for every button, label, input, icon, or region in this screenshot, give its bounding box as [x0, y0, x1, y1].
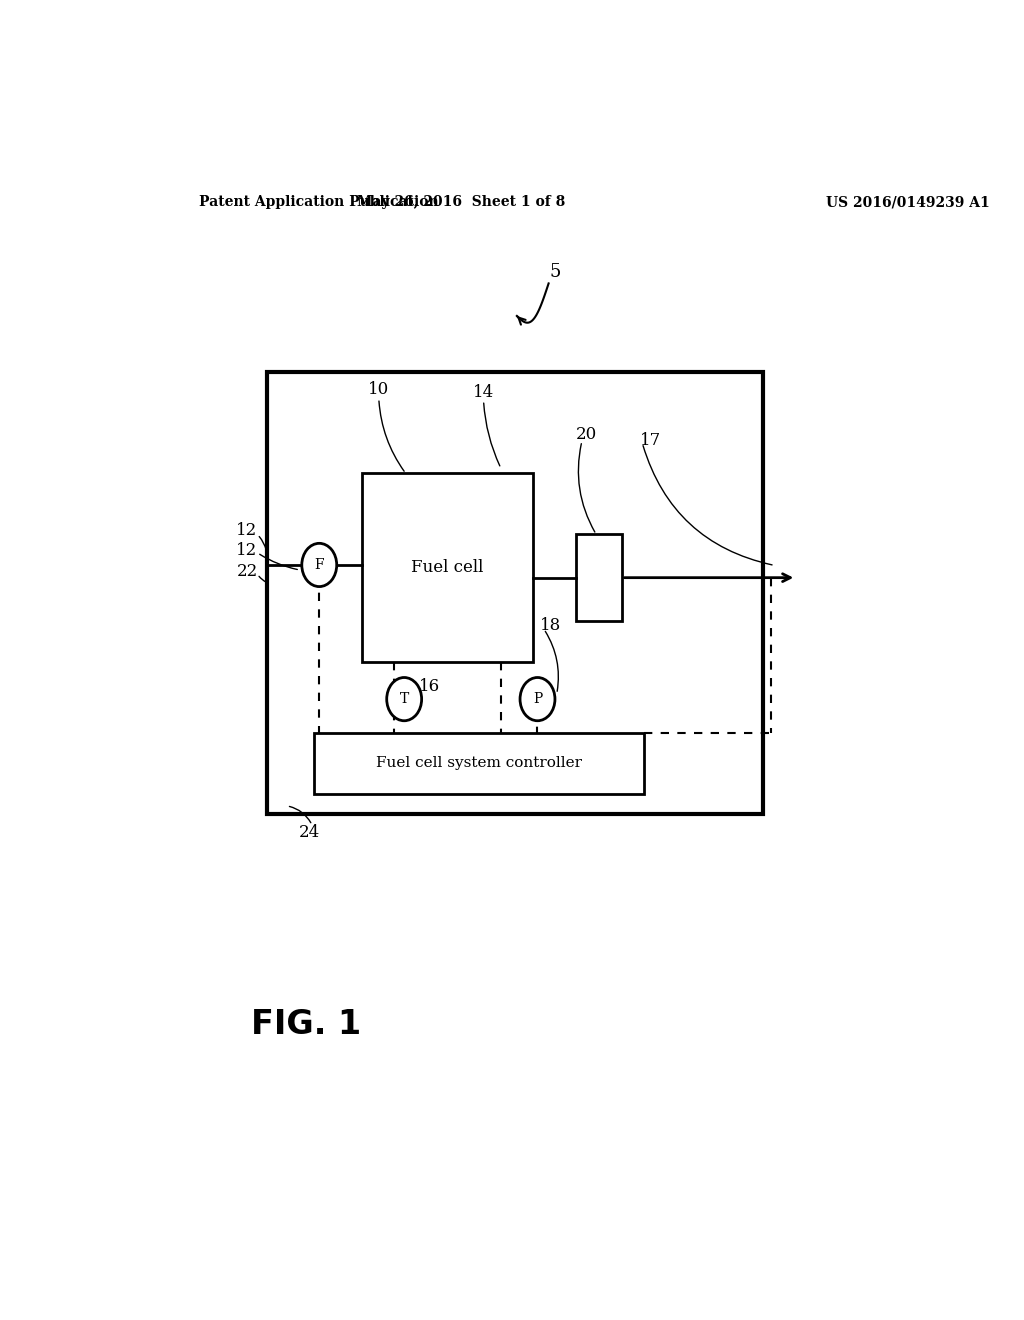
Text: 20: 20 [577, 426, 597, 444]
Text: Patent Application Publication: Patent Application Publication [200, 195, 439, 209]
Text: Fuel cell system controller: Fuel cell system controller [376, 756, 583, 770]
Ellipse shape [520, 677, 555, 721]
Text: 14: 14 [473, 384, 495, 401]
Text: 16: 16 [419, 678, 440, 696]
Text: 18: 18 [541, 618, 561, 635]
Text: May 26, 2016  Sheet 1 of 8: May 26, 2016 Sheet 1 of 8 [357, 195, 565, 209]
Text: 17: 17 [640, 433, 660, 449]
Text: P: P [532, 692, 542, 706]
Text: 12: 12 [237, 543, 258, 560]
Bar [314, 733, 644, 793]
Bar [362, 474, 532, 661]
Ellipse shape [387, 677, 422, 721]
Ellipse shape [302, 544, 337, 586]
Bar [267, 372, 763, 814]
Bar [577, 535, 623, 620]
Text: 22: 22 [237, 562, 258, 579]
Text: T: T [399, 692, 409, 706]
Text: US 2016/0149239 A1: US 2016/0149239 A1 [826, 195, 990, 209]
Text: 10: 10 [369, 380, 389, 397]
Text: 5: 5 [549, 263, 561, 281]
Text: FIG. 1: FIG. 1 [251, 1008, 361, 1041]
Text: 24: 24 [298, 824, 319, 841]
Text: 12: 12 [237, 521, 258, 539]
Text: Fuel cell: Fuel cell [412, 558, 483, 576]
Text: F: F [314, 558, 324, 572]
